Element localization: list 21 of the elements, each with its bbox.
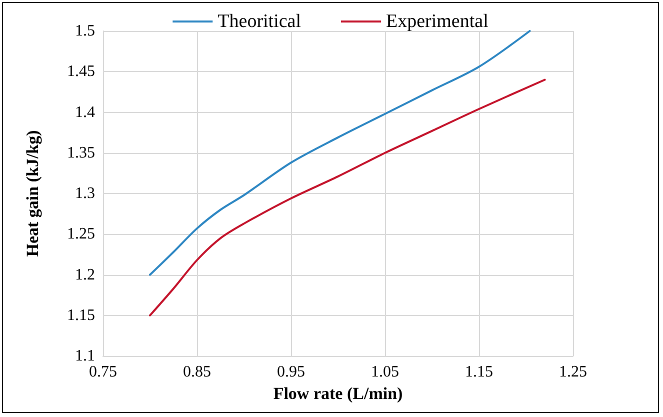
x-tick-label: 1.25 [559, 364, 587, 380]
y-axis-title: Heat gain (kJ/kg) [23, 130, 42, 257]
y-tick-label: 1.3 [75, 185, 95, 202]
y-tick-label: 1.45 [67, 63, 95, 80]
legend-label: Experimental [386, 11, 488, 32]
x-axis-title: Flow rate (L/min) [273, 384, 403, 403]
x-tick-label: 0.85 [183, 364, 211, 380]
x-tick-label: 1.15 [465, 364, 493, 380]
line-series [149, 78, 546, 316]
legend-label: Theoritical [218, 11, 302, 32]
y-tick-label: 1.4 [75, 104, 95, 121]
y-tick-label: 1.35 [67, 144, 95, 162]
y-tick-label: 1.1 [75, 348, 95, 364]
y-tick-label: 1.5 [75, 22, 95, 40]
line-series [149, 30, 531, 276]
x-tick-label: 0.95 [277, 364, 305, 380]
y-tick-label: 1.25 [67, 226, 95, 243]
y-tick-label: 1.15 [67, 306, 95, 324]
x-tick-label: 1.05 [371, 364, 399, 380]
y-tick-label: 1.2 [75, 266, 95, 284]
x-tick-label: 0.75 [89, 364, 117, 380]
